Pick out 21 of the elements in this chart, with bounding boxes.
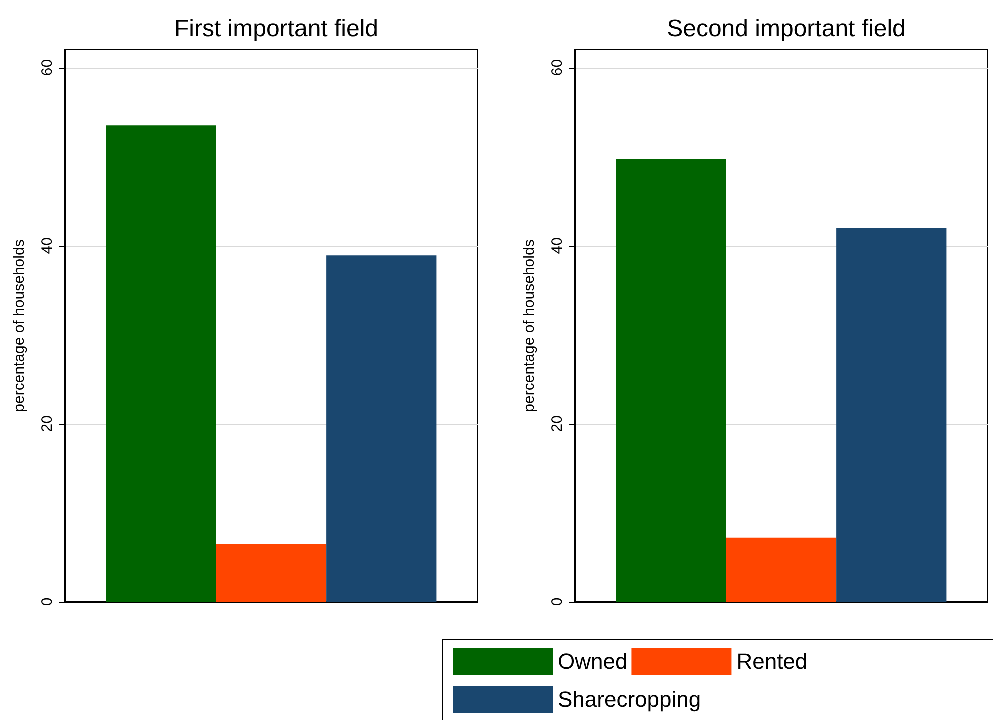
- chart-title: First important field: [174, 16, 379, 42]
- y-axis-title: percentage of households: [11, 240, 28, 412]
- y-tick-label: 0: [39, 598, 56, 606]
- y-axis-title: percentage of households: [521, 240, 538, 412]
- y-tick-label: 60: [39, 59, 56, 76]
- bar: [216, 544, 327, 602]
- bar: [106, 126, 216, 602]
- y-tick-label: 20: [39, 416, 56, 432]
- y-tick-label: 60: [549, 59, 566, 76]
- legend-label: Owned: [558, 649, 628, 674]
- chart-title: Second important field: [667, 16, 906, 42]
- bar: [326, 256, 437, 602]
- legend-label: Sharecropping: [558, 687, 702, 712]
- y-tick-label: 40: [39, 238, 56, 254]
- bar: [616, 160, 726, 602]
- bar: [726, 538, 837, 602]
- bar: [836, 228, 947, 602]
- y-tick-label: 20: [549, 416, 566, 432]
- y-tick-label: 40: [549, 238, 566, 254]
- legend-label: Rented: [736, 649, 808, 674]
- y-tick-label: 0: [549, 598, 566, 606]
